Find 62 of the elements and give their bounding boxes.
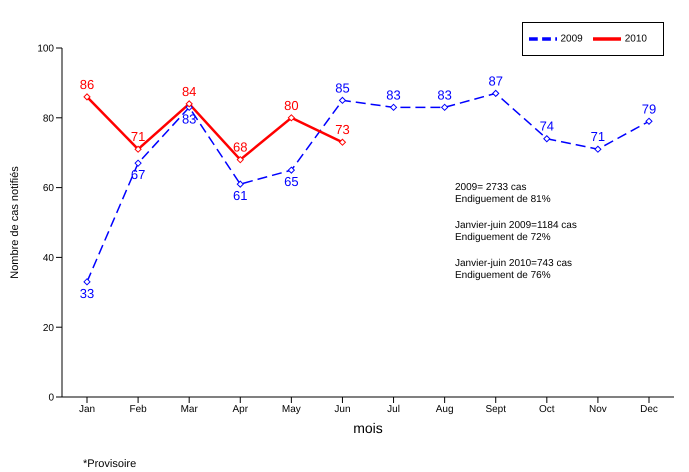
x-tick-label: Jul [387,404,400,416]
x-axis-title: mois [353,420,383,436]
data-label: 85 [335,80,350,96]
x-tick-label: Jan [78,404,96,416]
point [134,160,142,167]
point [543,135,550,142]
point [236,156,244,164]
x-tick-label: May [282,404,301,416]
point [338,96,346,104]
x-tick-label: Dec [640,404,658,416]
data-label: 83 [386,87,401,102]
x-tick-label: Aug [436,404,454,416]
legend-label: 2010 [624,34,647,45]
x-tick-label: Sept [485,404,506,416]
data-label: 73 [335,122,350,138]
x-tick-label: Jun [334,404,351,416]
point [134,146,142,153]
data-label: 68 [233,140,248,155]
annotation: Janvier-juin 2010=743 cas [455,258,574,270]
y-tick-label: 100 [37,44,54,55]
annotation: Endiguement de 72% [455,232,552,244]
data-label: 71 [590,129,606,144]
data-label: 74 [540,118,554,134]
y-tick-label: 60 [42,183,54,194]
x-tick-label: Oct [539,404,555,416]
data-label: 33 [80,286,94,301]
y-tick-label: 20 [42,322,54,334]
y-tick-label: 0 [48,392,54,404]
point [288,166,295,174]
data-label: 79 [642,101,656,116]
data-label: 61 [233,188,248,204]
y-axis-title: Nombre de cas notifiés [8,166,21,279]
point [441,104,448,111]
point [390,104,398,111]
data-label: 83 [437,87,452,102]
point [186,100,193,108]
point [646,118,652,125]
x-tick-label: Nov [589,404,607,416]
annotation: Endiguement de 76% [455,270,552,282]
data-label: 86 [80,76,94,92]
y-tick-label: 40 [42,252,54,264]
point [84,278,90,286]
point [288,114,295,122]
annotation: Janvier-juin 2009=1184 cas [455,220,577,232]
data-label: 71 [130,129,146,144]
data-label: 65 [284,174,299,190]
text: *Provisoire [83,458,136,470]
annotation: Endiguement de 81% [455,194,552,206]
point [84,93,90,100]
x-tick-label: Apr [232,404,249,416]
data-label: 87 [488,73,503,88]
data-label: 80 [284,98,299,113]
point [492,90,500,97]
data-label: 84 [182,84,196,99]
point [594,146,602,153]
x-tick-label: Mar [180,404,198,416]
annotation: 2009= 2733 cas [455,182,528,194]
x-tick-label: Feb [129,404,148,416]
point [236,180,244,188]
point [338,138,346,146]
y-tick-label: 80 [42,113,54,124]
legend-label: 2009 [560,34,583,45]
